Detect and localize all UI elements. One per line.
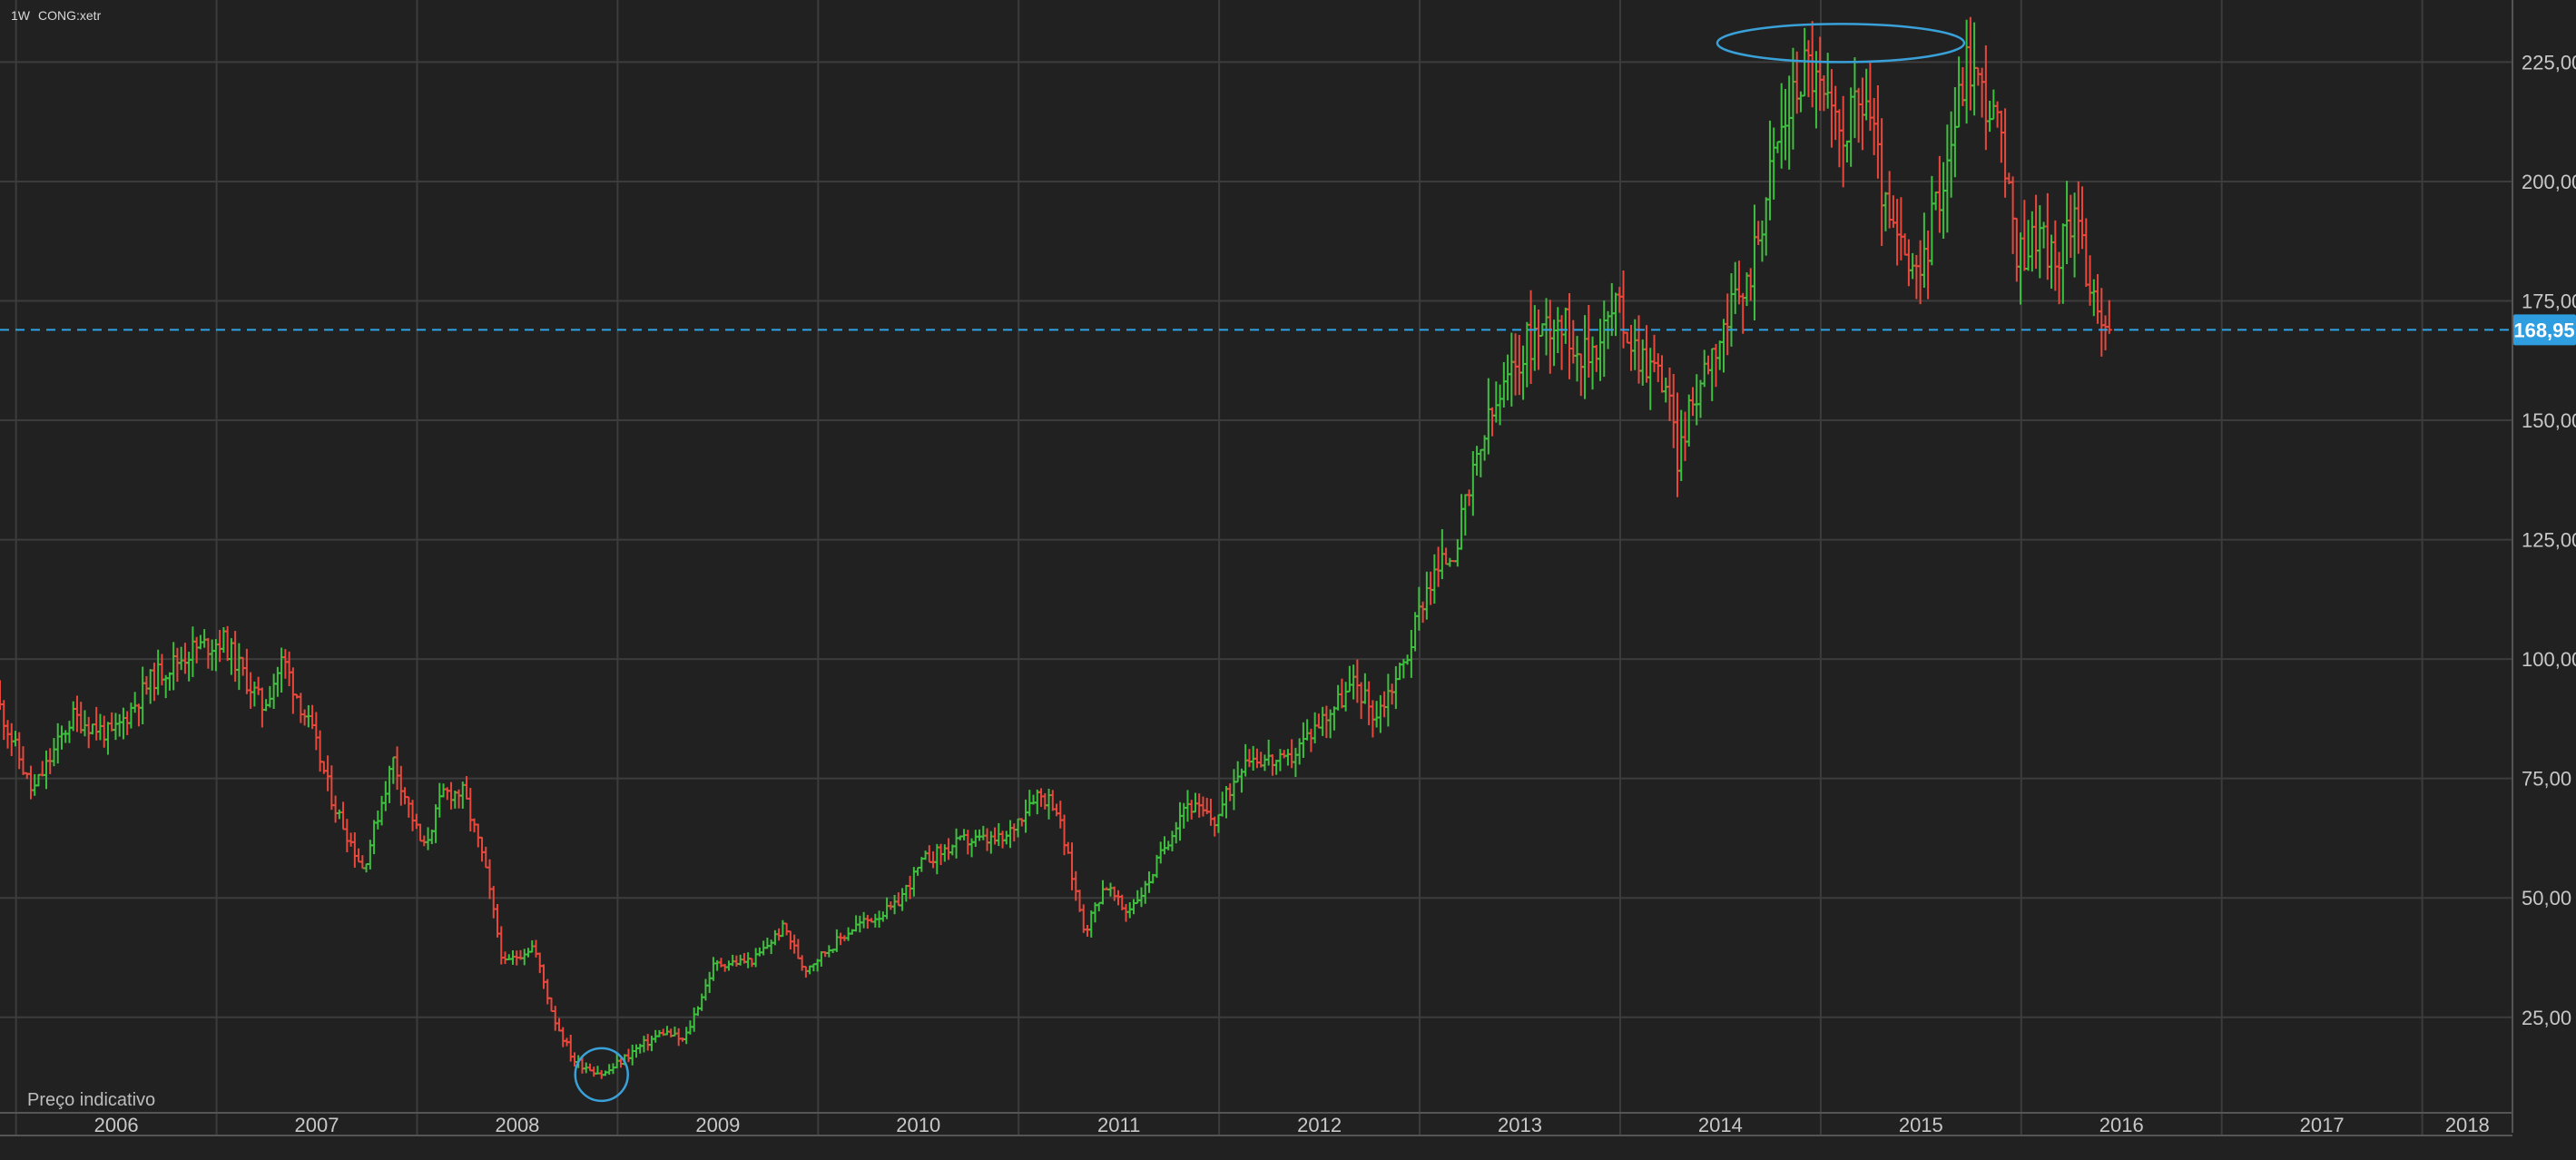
- year-tick-label: 2014: [1698, 1114, 1743, 1136]
- price-bars: [0, 16, 2112, 1079]
- price-tick-label: 75,00: [2522, 768, 2571, 791]
- last-price-badge: 168,95: [2513, 314, 2576, 346]
- price-tick-label: 175,00: [2522, 290, 2576, 312]
- year-tick-label: 2015: [1899, 1114, 1943, 1136]
- price-tick-label: 25,00: [2522, 1007, 2571, 1029]
- horizontal-gridlines: [0, 61, 2512, 1018]
- interval-label[interactable]: 1W: [11, 8, 31, 23]
- price-tick-label: 200,00: [2522, 171, 2576, 193]
- price-tick-label: 100,00: [2522, 648, 2576, 671]
- year-tick-label: 2009: [695, 1114, 740, 1136]
- year-tick-label: 2016: [2099, 1114, 2144, 1136]
- low-circle-annotation: [574, 1047, 629, 1103]
- price-axis-labels: 25,00 50,00 75,00 100,00 125,00 150,00 175,00 2…: [2522, 51, 2576, 1028]
- year-tick-label: 2006: [94, 1114, 139, 1136]
- price-tick-label: 150,00: [2522, 409, 2576, 432]
- year-tick-label: 2013: [1498, 1114, 1542, 1136]
- price-tick-label: 50,00: [2522, 887, 2571, 909]
- last-price-value: 168,95: [2513, 319, 2574, 341]
- ohlc-bar: [2106, 300, 2112, 334]
- year-tick-label: 2011: [1097, 1114, 1140, 1136]
- year-tick-label: 2007: [295, 1114, 339, 1136]
- annotations: [574, 23, 1966, 1103]
- price-tick-label: 225,00: [2522, 51, 2576, 74]
- year-tick-label: 2017: [2300, 1114, 2345, 1136]
- last-price-box: [2513, 314, 2576, 346]
- year-tick-label: 2018: [2445, 1114, 2490, 1136]
- symbol-label[interactable]: CONG:xetr: [38, 8, 102, 23]
- year-tick-label: 2010: [896, 1114, 940, 1136]
- time-axis-labels: 2006 2007 2008 2009 2010 2011 2012 2013 2014 2015…: [94, 1114, 2490, 1136]
- year-tick-label: 2008: [495, 1114, 539, 1136]
- vertical-gridlines: [15, 0, 2424, 1135]
- year-tick-label: 2012: [1297, 1114, 1342, 1136]
- indicative-price-note: Preço indicativo: [27, 1090, 155, 1110]
- price-tick-label: 125,00: [2522, 529, 2576, 552]
- high-ellipse-annotation: [1716, 23, 1966, 64]
